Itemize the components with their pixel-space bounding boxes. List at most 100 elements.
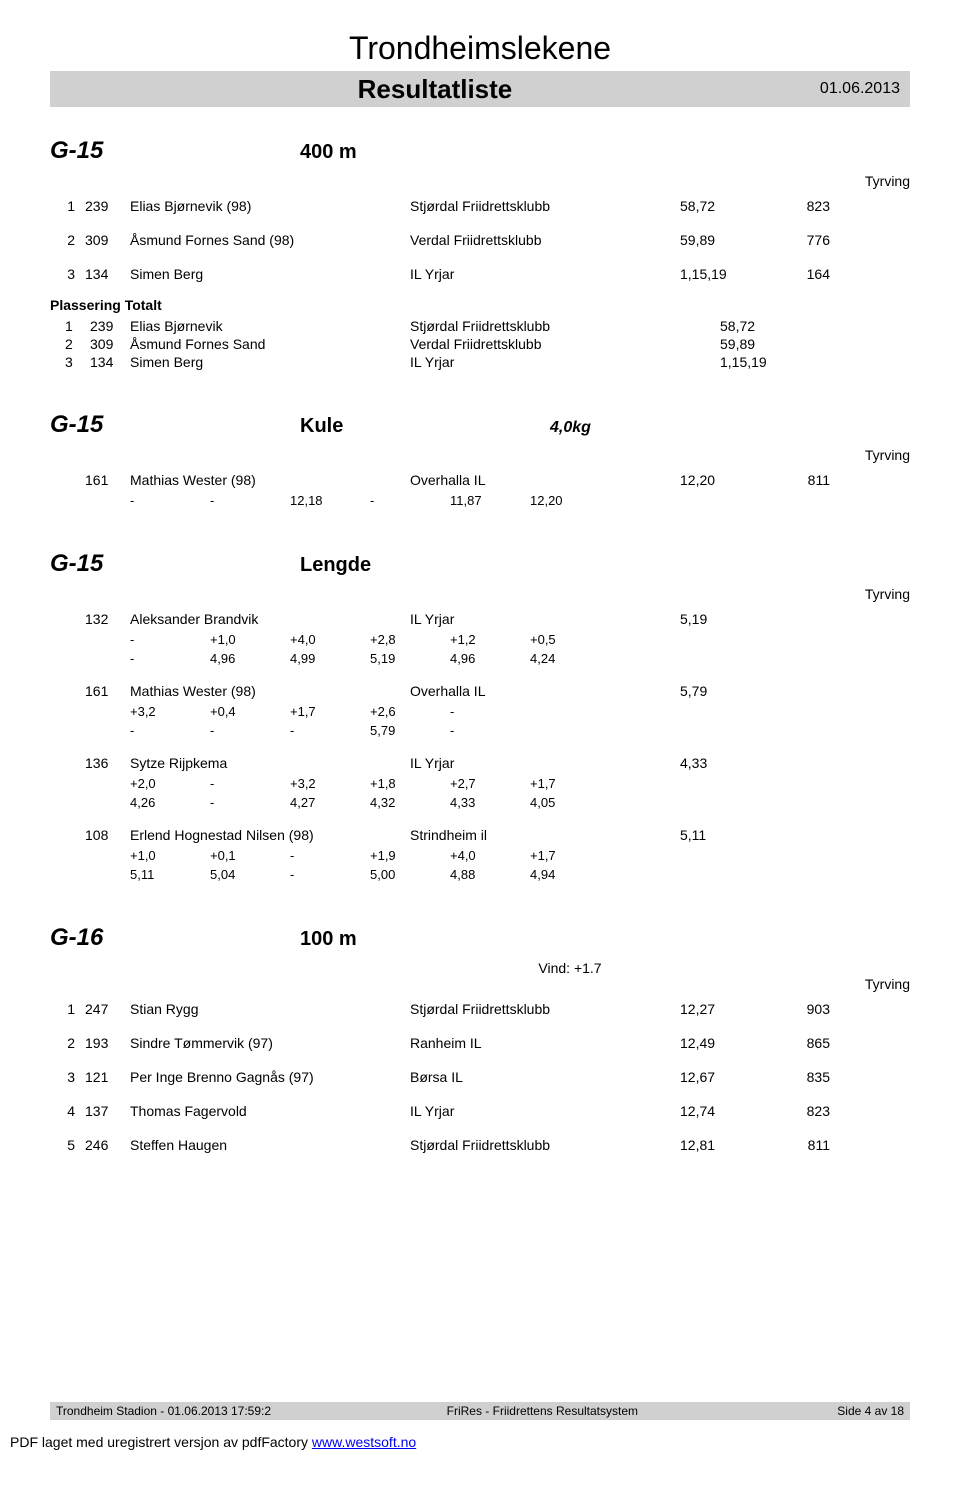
- club: IL Yrjar: [410, 266, 680, 282]
- place: 2: [50, 336, 90, 352]
- result-row: 1239Elias Bjørnevik (98)Stjørdal Friidre…: [50, 195, 910, 217]
- result: 12,81: [680, 1137, 760, 1153]
- attempt-cell: 4,05: [530, 795, 610, 810]
- attempt-cell: 5,19: [370, 651, 450, 666]
- attempt-cell: -: [450, 704, 530, 719]
- bib: 309: [85, 232, 130, 248]
- event-name: Lengde: [300, 554, 550, 577]
- club: IL Yrjar: [410, 1103, 680, 1119]
- club: Overhalla IL: [410, 683, 680, 699]
- place: 5: [50, 1137, 85, 1153]
- attempt-cell: +1,0: [130, 848, 210, 863]
- attempt-cell: 12,18: [290, 493, 370, 508]
- bib: 239: [90, 318, 130, 334]
- attempt-cell: +1,9: [370, 848, 450, 863]
- pdf-note-text: PDF laget med uregistrert versjon av pdf…: [10, 1434, 312, 1450]
- bib: 136: [85, 755, 130, 771]
- header: Trondheimslekene Resultatliste 01.06.201…: [50, 30, 910, 107]
- points: 164: [760, 266, 830, 282]
- pdf-note-link[interactable]: www.westsoft.no: [312, 1434, 416, 1450]
- bib: 134: [90, 354, 130, 370]
- athlete-name: Sindre Tømmervik (97): [130, 1035, 410, 1051]
- attempt-cell: +3,2: [290, 776, 370, 791]
- place: 2: [50, 1035, 85, 1051]
- points: 811: [760, 472, 830, 488]
- attempt-cell: +4,0: [290, 632, 370, 647]
- attempt-cell: +1,7: [530, 776, 610, 791]
- result-row: 132Aleksander BrandvikIL Yrjar5,19: [50, 608, 910, 630]
- result-row: 108Erlend Hognestad Nilsen (98)Strindhei…: [50, 824, 910, 846]
- athlete-name: Elias Bjørnevik (98): [130, 198, 410, 214]
- club: Børsa IL: [410, 1069, 680, 1085]
- wind-row: Vind: +1.7: [300, 960, 840, 976]
- result: 1,15,19: [720, 354, 800, 370]
- event-class: G-15: [50, 137, 300, 165]
- attempt-row: +1,0+0,1-+1,9+4,0+1,7: [50, 846, 910, 865]
- page: Trondheimslekene Resultatliste 01.06.201…: [0, 0, 960, 1460]
- header-date: 01.06.2013: [820, 80, 900, 98]
- bib: 239: [85, 198, 130, 214]
- tyrving-label: Tyrving: [50, 447, 910, 463]
- event-section: G-16100 mVind: +1.7Tyrving1247Stian Rygg…: [50, 924, 910, 1156]
- attempt-cell: 4,26: [130, 795, 210, 810]
- event-section: G-15LengdeTyrving132Aleksander BrandvikI…: [50, 550, 910, 884]
- bib: 309: [90, 336, 130, 352]
- attempt-cell: +2,7: [450, 776, 530, 791]
- subtitle-bar: Resultatliste 01.06.2013: [50, 71, 910, 107]
- athlete-name: Simen Berg: [130, 266, 410, 282]
- points: 776: [760, 232, 830, 248]
- result-row: 4137Thomas FagervoldIL Yrjar12,74823: [50, 1100, 910, 1122]
- bib: 132: [85, 611, 130, 627]
- attempt-cell: 4,32: [370, 795, 450, 810]
- attempt-row: 4,26-4,274,324,334,05: [50, 793, 910, 812]
- club: Overhalla IL: [410, 472, 680, 488]
- event-spec: 4,0kg: [550, 419, 591, 437]
- result-row: 136Sytze RijpkemaIL Yrjar4,33: [50, 752, 910, 774]
- attempt-cell: -: [130, 493, 210, 508]
- club: IL Yrjar: [410, 755, 680, 771]
- event-header: G-15Lengde: [50, 550, 910, 578]
- athlete-name: Mathias Wester (98): [130, 683, 410, 699]
- result: 5,79: [680, 683, 760, 699]
- attempt-cell: [530, 723, 610, 738]
- points: 823: [760, 1103, 830, 1119]
- attempt-cell: +0,1: [210, 848, 290, 863]
- event-class: G-15: [50, 411, 300, 439]
- attempt-cell: -: [290, 723, 370, 738]
- attempt-cell: +3,2: [130, 704, 210, 719]
- result: 58,72: [680, 198, 760, 214]
- athlete-name: Stian Rygg: [130, 1001, 410, 1017]
- points: 835: [760, 1069, 830, 1085]
- attempt-cell: +1,7: [530, 848, 610, 863]
- place: 1: [50, 1001, 85, 1017]
- athlete-name: Thomas Fagervold: [130, 1103, 410, 1119]
- attempt-cell: 4,27: [290, 795, 370, 810]
- attempt-cell: 4,96: [450, 651, 530, 666]
- result-row: 161Mathias Wester (98)Overhalla IL12,208…: [50, 469, 910, 491]
- bib: 161: [85, 683, 130, 699]
- attempt-row: +3,2+0,4+1,7+2,6-: [50, 702, 910, 721]
- bib: 246: [85, 1137, 130, 1153]
- attempt-row: --12,18-11,8712,20: [50, 491, 910, 510]
- attempt-cell: -: [130, 651, 210, 666]
- bib: 161: [85, 472, 130, 488]
- result: 12,20: [680, 472, 760, 488]
- attempt-row: +2,0-+3,2+1,8+2,7+1,7: [50, 774, 910, 793]
- club: Stjørdal Friidrettsklubb: [410, 1137, 680, 1153]
- place: 2: [50, 232, 85, 248]
- event-header: G-16100 m: [50, 924, 910, 952]
- attempt-cell: 4,24: [530, 651, 610, 666]
- place: 3: [50, 266, 85, 282]
- club: IL Yrjar: [410, 354, 720, 370]
- athlete-name: Per Inge Brenno Gagnås (97): [130, 1069, 410, 1085]
- attempt-cell: 12,20: [530, 493, 610, 508]
- result-row: 3121Per Inge Brenno Gagnås (97)Børsa IL1…: [50, 1066, 910, 1088]
- attempt-cell: 4,96: [210, 651, 290, 666]
- attempt-cell: 5,11: [130, 867, 210, 882]
- attempt-cell: -: [210, 795, 290, 810]
- result-row: 5246Steffen HaugenStjørdal Friidrettsklu…: [50, 1134, 910, 1156]
- points: 903: [760, 1001, 830, 1017]
- result: 5,19: [680, 611, 760, 627]
- result-row: 2193Sindre Tømmervik (97)Ranheim IL12,49…: [50, 1032, 910, 1054]
- attempt-cell: -: [290, 848, 370, 863]
